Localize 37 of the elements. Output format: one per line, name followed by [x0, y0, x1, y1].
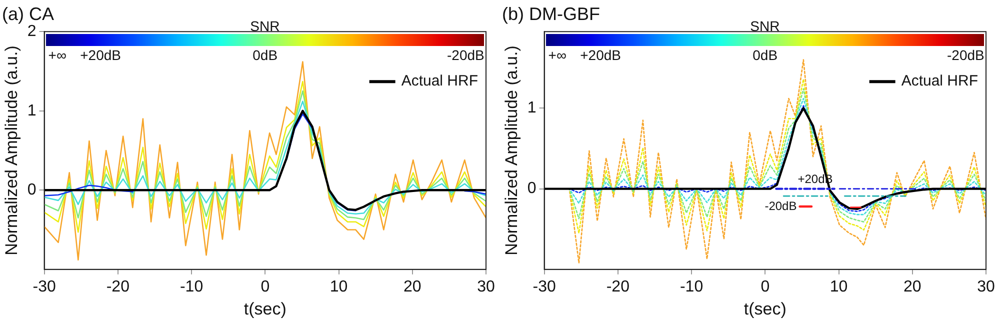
annotation: +20dB	[80, 46, 121, 63]
series-label: -20dB	[764, 198, 797, 213]
x-tick-label: -20	[106, 278, 130, 296]
y-axis-title: Normalized Amplitude (a.u.)	[2, 46, 21, 256]
y-tick-label: 2	[27, 23, 36, 40]
annotation: -20dB	[947, 46, 984, 63]
annotation: 0dB	[252, 46, 278, 63]
x-tick-label: 10	[330, 278, 348, 296]
y-tick-label: 1	[27, 102, 36, 120]
color-bar-title: SNR	[750, 18, 780, 34]
x-tick-label: -10	[680, 278, 704, 296]
x-tick-label: 0	[760, 278, 770, 296]
annotation: -20dB	[447, 46, 484, 63]
annotation: +20dB	[580, 46, 621, 63]
x-axis-title: t(sec)	[244, 299, 286, 318]
color-bar-title: SNR	[250, 18, 280, 34]
legend-label: Actual HRF	[901, 72, 978, 90]
x-tick-label: -30	[32, 278, 56, 296]
x-tick-label: 30	[977, 278, 995, 296]
x-tick-label: 30	[477, 278, 495, 296]
annotation: 0dB	[752, 46, 778, 63]
x-axis-title: t(sec)	[744, 299, 786, 318]
x-tick-label: 10	[830, 278, 848, 296]
x-tick-label: -20	[606, 278, 630, 296]
y-tick-label: 0	[27, 182, 36, 199]
chart-title: (a) CA	[2, 4, 54, 24]
x-tick-label: 20	[903, 278, 922, 296]
y-tick-label: 1	[527, 100, 536, 117]
x-tick-label: 0	[260, 278, 270, 296]
annotation: +∞	[48, 46, 66, 63]
y-axis-title: Normalized Amplitude (a.u.)	[502, 46, 521, 256]
chart-title: (b) DM-GBF	[502, 4, 600, 24]
x-tick-label: -30	[532, 278, 556, 296]
x-tick-label: -10	[180, 278, 204, 296]
x-tick-label: 20	[403, 278, 422, 296]
annotation: +∞	[548, 46, 566, 63]
legend-label: Actual HRF	[401, 72, 478, 90]
